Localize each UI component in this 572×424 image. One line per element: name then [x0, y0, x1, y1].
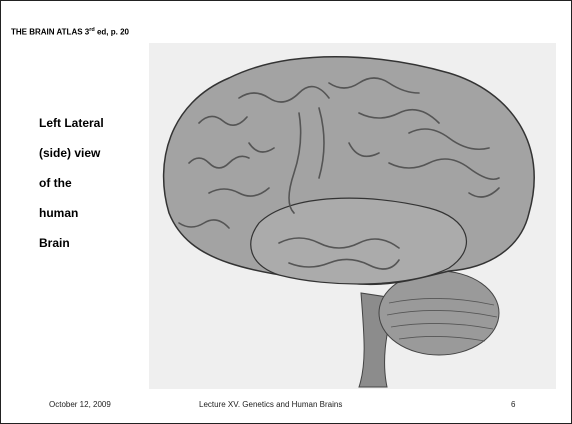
caption-line: Left Lateral: [39, 116, 104, 130]
title-text: ed, p. 20: [94, 27, 129, 37]
caption-line: (side) view: [39, 146, 101, 160]
footer-lecture: Lecture XV. Genetics and Human Brains: [199, 400, 343, 409]
caption-line: of the: [39, 176, 72, 190]
caption-line: Brain: [39, 236, 70, 250]
title-text: THE BRAIN ATLAS 3: [11, 27, 90, 37]
footer-page-number: 6: [511, 400, 516, 409]
title-superscript: rd: [89, 27, 95, 33]
slide-title: THE BRAIN ATLAS 3rd ed, p. 20: [11, 27, 129, 37]
brain-image: [149, 43, 556, 389]
footer-date: October 12, 2009: [49, 400, 111, 409]
caption-line: human: [39, 206, 79, 220]
